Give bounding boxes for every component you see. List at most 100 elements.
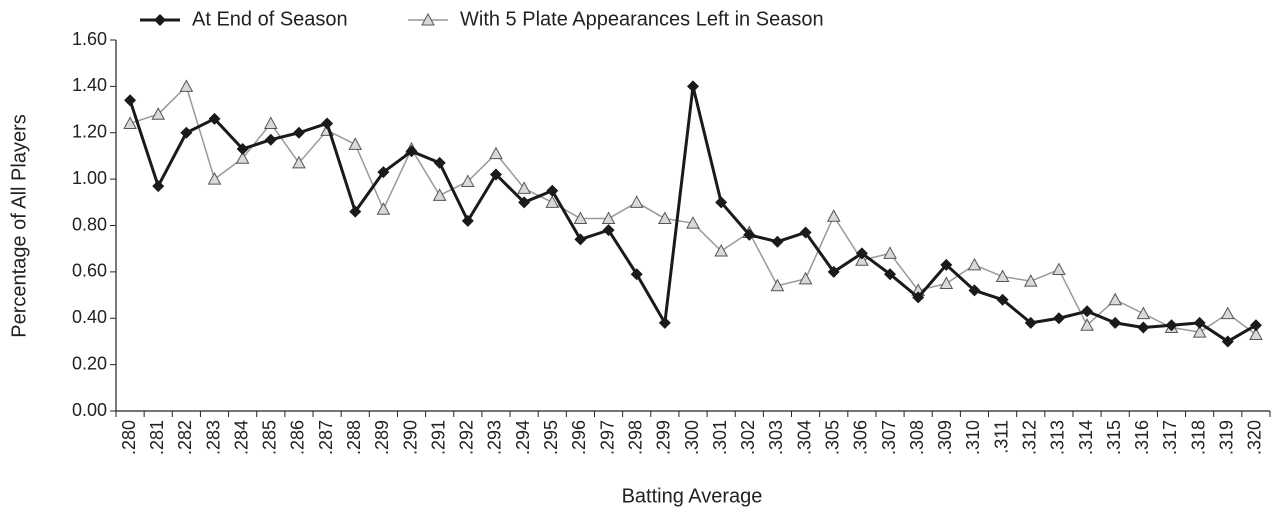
- x-tick-label: .297: [597, 420, 617, 455]
- point: [489, 168, 502, 181]
- point: [518, 196, 531, 209]
- point: [405, 145, 418, 158]
- point: [1023, 274, 1038, 287]
- point: [376, 202, 391, 215]
- point: [432, 188, 447, 201]
- x-tick-label: .304: [794, 420, 814, 455]
- y-tick-label: 0.60: [72, 261, 107, 281]
- x-tick-label: .282: [175, 420, 195, 455]
- point: [1137, 321, 1150, 334]
- point: [151, 107, 166, 120]
- y-tick-label: 1.20: [72, 122, 107, 142]
- point: [1249, 319, 1262, 332]
- point: [940, 258, 953, 271]
- point: [658, 211, 672, 225]
- point: [1192, 325, 1207, 338]
- point: [1221, 335, 1234, 348]
- x-tick-label: .292: [457, 420, 477, 455]
- x-tick-label: .307: [879, 420, 899, 455]
- point: [1052, 312, 1065, 325]
- point: [1220, 306, 1235, 320]
- x-tick-label: .303: [766, 420, 786, 455]
- x-tick-label: .313: [1048, 420, 1068, 455]
- point: [573, 211, 588, 225]
- x-tick-label: .293: [485, 420, 505, 455]
- y-tick-label: 1.00: [72, 168, 107, 188]
- point: [686, 216, 700, 229]
- point: [827, 265, 840, 278]
- x-tick-label: .290: [400, 420, 420, 455]
- x-tick-label: .288: [344, 420, 364, 455]
- point: [292, 126, 305, 139]
- x-axis-title: Batting Average: [622, 485, 763, 507]
- x-tick-label: .294: [513, 420, 533, 455]
- y-tick-label: 1.60: [72, 29, 107, 49]
- x-tick-label: .317: [1160, 420, 1180, 455]
- point: [687, 80, 699, 93]
- point: [771, 235, 784, 248]
- y-tick-label: 0.40: [72, 307, 107, 327]
- point: [912, 291, 925, 304]
- x-tick-label: .296: [569, 420, 589, 455]
- point: [995, 269, 1010, 283]
- point: [770, 278, 785, 292]
- y-tick-label: 0.80: [72, 214, 107, 234]
- x-tick-label: .310: [963, 420, 983, 455]
- point: [263, 116, 278, 129]
- x-tick-label: .283: [203, 420, 223, 455]
- point: [461, 214, 474, 227]
- point: [292, 155, 306, 169]
- y-axis-title: Percentage of All Players: [8, 114, 30, 337]
- point: [1109, 316, 1122, 329]
- point: [1081, 305, 1094, 318]
- x-tick-label: .302: [738, 420, 758, 455]
- point: [321, 117, 334, 130]
- x-tick-label: .319: [1217, 420, 1237, 455]
- point: [546, 184, 559, 197]
- point: [884, 268, 897, 281]
- point: [1136, 306, 1151, 320]
- point: [1249, 327, 1263, 340]
- x-tick-label: .305: [822, 420, 842, 455]
- point: [743, 228, 756, 241]
- x-tick-label: .299: [654, 420, 674, 455]
- legend-marker: [154, 14, 166, 26]
- series-line: [128, 84, 1257, 343]
- x-tick-label: .312: [1020, 420, 1040, 455]
- x-tick-label: .285: [260, 420, 280, 455]
- point: [574, 233, 587, 246]
- x-tick-label: .315: [1104, 420, 1124, 455]
- x-tick-label: .280: [119, 420, 139, 455]
- point: [855, 247, 868, 260]
- x-tick-label: .287: [316, 420, 336, 455]
- point: [1080, 318, 1094, 331]
- x-tick-label: .301: [710, 420, 730, 455]
- point: [601, 211, 616, 225]
- point: [855, 253, 869, 266]
- x-tick-label: .309: [935, 420, 955, 455]
- x-tick-label: .320: [1245, 420, 1265, 455]
- series-line: [129, 85, 1257, 336]
- y-tick-label: 1.40: [72, 75, 107, 95]
- point: [967, 257, 982, 271]
- point: [826, 209, 841, 222]
- point: [377, 166, 390, 179]
- point: [235, 151, 250, 164]
- point: [124, 94, 137, 107]
- point: [798, 271, 813, 285]
- point: [1165, 319, 1178, 332]
- point: [630, 268, 643, 281]
- point: [968, 284, 981, 297]
- point: [883, 246, 897, 259]
- x-tick-label: .311: [991, 420, 1011, 454]
- point: [264, 133, 277, 146]
- point: [208, 112, 221, 125]
- legend-marker: [421, 12, 435, 26]
- x-tick-label: .308: [907, 420, 927, 455]
- x-tick-label: .306: [851, 420, 871, 455]
- y-tick-label: 0.20: [72, 353, 107, 373]
- point: [602, 224, 615, 237]
- point: [433, 156, 446, 169]
- point: [236, 142, 249, 155]
